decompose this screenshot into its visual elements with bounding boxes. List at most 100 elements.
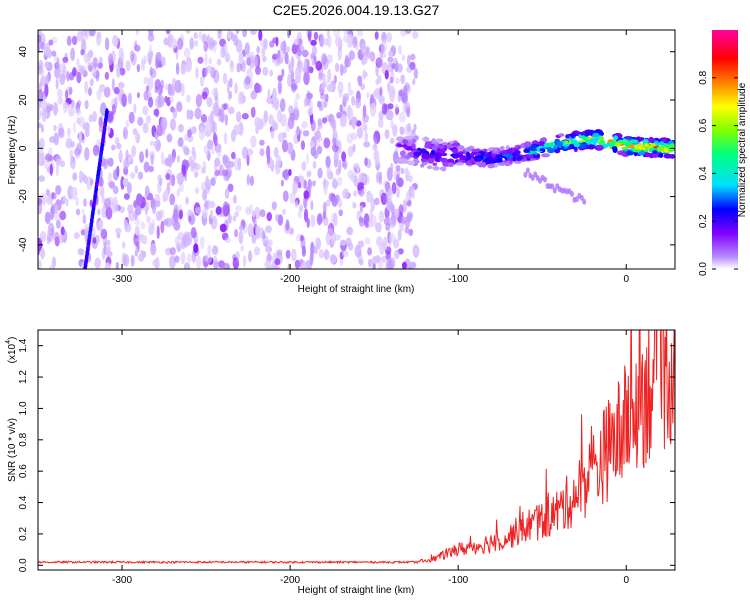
heatmap-noise-cell bbox=[383, 217, 389, 225]
heatmap-noise-cell bbox=[186, 109, 190, 120]
heatmap-noise-cell bbox=[334, 62, 340, 73]
heatmap-noise-cell bbox=[266, 154, 271, 165]
heatmap-noise-cell bbox=[228, 90, 233, 99]
heatmap-noise-cell bbox=[364, 132, 369, 142]
heatmap-noise-cell bbox=[273, 265, 280, 269]
heatmap-noise-cell bbox=[257, 118, 264, 130]
heatmap-signal-cell bbox=[499, 146, 505, 151]
heatmap-noise-cell bbox=[287, 73, 292, 87]
heatmap-noise-cell bbox=[326, 165, 331, 180]
heatmap-noise-cell bbox=[386, 258, 393, 269]
y-tick-label: 20 bbox=[18, 94, 29, 106]
heatmap-noise-cell bbox=[391, 182, 397, 195]
heatmap-noise-cell bbox=[134, 218, 141, 226]
colorbar: 0.0 0.2 0.4 0.6 0.8 Normalized spectral ampl… bbox=[698, 30, 748, 276]
heatmap-noise-cell bbox=[126, 182, 132, 194]
heatmap-signal-cell bbox=[512, 156, 517, 162]
heatmap-noise-cell bbox=[43, 159, 50, 170]
heatmap-noise-cell bbox=[400, 167, 405, 175]
heatmap-noise-cell bbox=[214, 157, 221, 167]
heatmap-noise-cell bbox=[398, 112, 406, 123]
heatmap-noise-cell bbox=[301, 161, 307, 171]
heatmap-noise-cell bbox=[281, 139, 289, 153]
heatmap-noise-cell bbox=[385, 223, 391, 232]
heatmap-noise-cell bbox=[298, 204, 304, 213]
heatmap-noise-cell bbox=[140, 221, 146, 230]
heatmap-noise-cell bbox=[142, 105, 149, 116]
colorbar-tick-label: 0.6 bbox=[698, 118, 709, 132]
heatmap-noise-cell bbox=[259, 209, 266, 218]
heatmap-noise-cell bbox=[266, 96, 273, 104]
heatmap-noise-cell bbox=[312, 180, 316, 187]
heatmap-noise-cell bbox=[195, 67, 199, 79]
heatmap-noise-cell bbox=[400, 74, 406, 85]
heatmap-signal-cell bbox=[441, 142, 448, 146]
heatmap-signal-cell bbox=[543, 142, 552, 148]
heatmap-noise-cell bbox=[106, 239, 111, 246]
heatmap-noise-cell bbox=[51, 256, 56, 268]
heatmap-noise-cell bbox=[326, 35, 332, 48]
heatmap-noise-cell bbox=[238, 52, 244, 65]
heatmap-noise-cell bbox=[201, 167, 206, 174]
heatmap-noise-cell bbox=[81, 208, 85, 215]
heatmap-noise-cell bbox=[206, 96, 213, 108]
heatmap-signal-cell bbox=[457, 145, 465, 151]
heatmap-noise-cell bbox=[111, 78, 115, 91]
heatmap-noise-cell bbox=[378, 110, 384, 121]
heatmap-noise-cell bbox=[178, 209, 183, 220]
heatmap-signal-cell bbox=[431, 138, 436, 145]
heatmap-signal-cell bbox=[547, 147, 555, 154]
heatmap-noise-cell bbox=[226, 30, 232, 40]
heatmap-noise-cell bbox=[397, 44, 402, 55]
heatmap-branch-cell bbox=[523, 171, 528, 178]
heatmap-noise-cell bbox=[208, 57, 212, 65]
heatmap-noise-cell bbox=[398, 204, 404, 217]
heatmap-noise-cell bbox=[215, 206, 222, 215]
heatmap-noise-cell bbox=[134, 44, 141, 52]
heatmap-noise-cell bbox=[355, 98, 361, 109]
heatmap-noise-cell bbox=[318, 212, 323, 221]
heatmap-noise-cell bbox=[280, 179, 284, 187]
heatmap-noise-cell bbox=[224, 237, 231, 244]
heatmap-noise-cell bbox=[317, 145, 323, 155]
heatmap-noise-cell bbox=[323, 249, 330, 260]
heatmap-noise-cell bbox=[323, 137, 331, 149]
heatmap-noise-cell bbox=[384, 129, 390, 140]
heatmap-noise-cell bbox=[253, 218, 258, 229]
heatmap-noise-cell bbox=[354, 245, 362, 258]
heatmap-noise-cell bbox=[107, 172, 113, 182]
heatmap-signal-cell bbox=[643, 152, 652, 158]
heatmap-noise-cell bbox=[130, 254, 135, 267]
heatmap-noise-cell bbox=[180, 83, 185, 97]
heatmap-noise-cell bbox=[56, 56, 60, 69]
heatmap-noise-cell bbox=[237, 91, 244, 105]
heatmap-noise-cell bbox=[104, 71, 110, 80]
heatmap-signal-cell bbox=[639, 137, 645, 141]
heatmap-noise-cell bbox=[303, 71, 310, 86]
heatmap-noise-cell bbox=[103, 159, 108, 170]
heatmap-noise-cell bbox=[96, 89, 102, 101]
heatmap-noise-cell bbox=[107, 125, 111, 134]
heatmap-noise-cell bbox=[143, 55, 147, 65]
heatmap-noise-cell bbox=[96, 33, 102, 46]
heatmap-noise-cell bbox=[224, 188, 230, 200]
heatmap-noise-cell bbox=[248, 250, 253, 263]
heatmap-noise-cell bbox=[112, 185, 119, 195]
heatmap-noise-cell bbox=[404, 30, 412, 35]
heatmap-noise-cell bbox=[272, 53, 279, 60]
heatmap-noise-cell bbox=[175, 62, 180, 75]
heatmap-noise-cell bbox=[105, 37, 110, 51]
heatmap-noise-cell bbox=[236, 111, 242, 123]
heatmap-noise-cell bbox=[224, 114, 228, 126]
heatmap-noise-cell bbox=[348, 50, 355, 61]
heatmap-signal-cell bbox=[523, 141, 532, 148]
heatmap-noise-cell bbox=[325, 179, 329, 190]
heatmap-noise-cell bbox=[183, 147, 190, 156]
heatmap-noise-cell bbox=[38, 138, 45, 150]
heatmap-noise-cell bbox=[114, 136, 120, 145]
heatmap-noise-cell bbox=[362, 113, 369, 123]
heatmap-noise-cell bbox=[40, 99, 48, 112]
heatmap-noise-cell bbox=[268, 259, 272, 269]
heatmap-noise-cell bbox=[183, 47, 191, 58]
heatmap-noise-cell bbox=[123, 158, 129, 171]
